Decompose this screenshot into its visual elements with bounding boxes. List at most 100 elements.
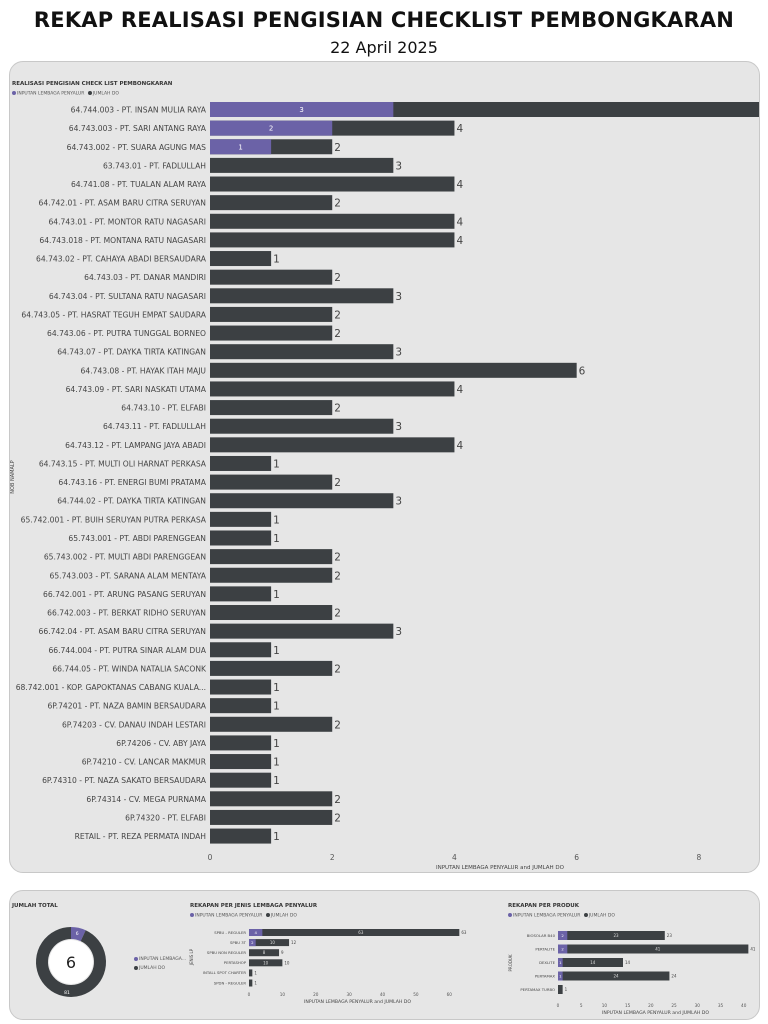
- data-label-jumlah-do: 63: [461, 930, 467, 935]
- category-label: 66.742.003 - PT. BERKAT RIDHO SERUYAN: [47, 609, 206, 618]
- donut-slice: [70, 927, 86, 942]
- bar-jumlah-do: [210, 623, 394, 639]
- category-label: 64.744.02 - PT. DAYKA TIRTA KATINGAN: [57, 497, 206, 506]
- category-label: PERTAMAX: [535, 973, 556, 978]
- bar-jumlah-do: [210, 213, 455, 229]
- data-label-jumlah-do: 1: [273, 254, 280, 266]
- x-tick-label: 30: [695, 1003, 701, 1008]
- data-label-jumlah-do: 2: [334, 719, 341, 731]
- y-axis-title: JENIS LP: [189, 948, 194, 966]
- data-label-jumlah-do: 3: [395, 160, 402, 172]
- bar-inputan: [210, 120, 333, 136]
- data-label-inputan: 2: [561, 933, 564, 938]
- data-label-inputan: 4: [254, 930, 257, 935]
- bar-jumlah-do: [210, 381, 455, 397]
- bar-jumlah-do: [210, 176, 455, 192]
- bar-inputan: [558, 958, 563, 967]
- data-label-jumlah-do: 2: [334, 272, 341, 284]
- category-label: 64.741.08 - PT. TUALAN ALAM RAYA: [71, 180, 207, 189]
- x-tick-label: 20: [313, 992, 319, 997]
- x-tick-label: 0: [557, 1003, 560, 1008]
- x-tick-label: 50: [413, 992, 419, 997]
- total-title: JUMLAH TOTAL: [12, 903, 58, 909]
- data-label-jumlah-do: 2: [334, 812, 341, 824]
- y-axis-title: PRODUK: [508, 954, 513, 971]
- bar-inputan: [249, 929, 263, 936]
- category-label: 68.742.001 - KOP. GAPOKTANAS CABANG KUAL…: [16, 683, 206, 692]
- jenis-lp-title: REKAPAN PER JENIS LEMBAGA PENYALUR: [190, 903, 318, 909]
- main-chart-legend[interactable]: INPUTAN LEMBAGA PENYALUR JUMLAH DO: [12, 91, 119, 97]
- data-label-inputan: 3: [299, 106, 303, 114]
- category-label: SPBU NON REGULER: [207, 950, 246, 955]
- category-label: RETAIL - PT. REZA PERMATA INDAH: [75, 832, 206, 841]
- category-label: SPBU 3T: [230, 940, 247, 945]
- data-label-jumlah-do: 41: [750, 947, 756, 952]
- category-label: INTALL SPOT CHARTER: [203, 970, 246, 975]
- data-label-jumlah-do: 2: [334, 309, 341, 321]
- legend-input-swatch: [134, 956, 138, 961]
- data-label-jumlah-do: 14: [625, 960, 631, 965]
- x-tick-label: 0: [208, 853, 213, 862]
- legend-do-label: JUMLAH DO: [270, 913, 297, 919]
- category-label: 64.744.003 - PT. INSAN MULIA RAYA: [71, 106, 207, 115]
- data-label-jumlah-do: 4: [456, 216, 463, 228]
- category-label: 6P.74310 - PT. NAZA SAKATO BERSAUDARA: [42, 776, 207, 785]
- data-label-jumlah-do: 2: [334, 570, 341, 582]
- data-label-inputan: 2: [251, 940, 254, 945]
- x-tick-label: 40: [380, 992, 386, 997]
- category-label: 64.743.04 - PT. SULTANA RATU NAGASARI: [49, 292, 206, 301]
- data-label-jumlah-do: 3: [395, 626, 402, 638]
- category-label: 64.743.11 - PT. FADLULLAH: [103, 422, 206, 431]
- data-label-jumlah-do-inner: 8: [263, 950, 266, 955]
- bar-jumlah-do: [210, 195, 333, 211]
- jenis-lp-legend[interactable]: INPUTAN LEMBAGA PENYALUR JUMLAH DO: [190, 913, 297, 919]
- bar-jumlah-do: [210, 660, 333, 676]
- donut-center-label: 6: [66, 953, 76, 972]
- data-label-jumlah-do-inner: 14: [590, 960, 596, 965]
- category-label: 64.743.05 - PT. HASRAT TEGUH EMPAT SAUDA…: [21, 310, 206, 319]
- bar-jumlah-do: [210, 325, 333, 341]
- x-tick-label: 0: [248, 992, 251, 997]
- data-label-inputan: 2: [269, 125, 273, 133]
- data-label-jumlah-do: 2: [334, 477, 341, 489]
- bar-jumlah-do: [210, 586, 272, 602]
- data-label-jumlah-do: 6: [579, 365, 586, 377]
- category-label: 64.743.002 - PT. SUARA AGUNG MAS: [67, 143, 207, 152]
- category-label: 66.744.004 - PT. PUTRA SINAR ALAM DUA: [48, 646, 206, 655]
- main-chart-title: REALISASI PENGISIAN CHECK LIST PEMBONGKA…: [12, 81, 173, 87]
- category-label: 64.743.08 - PT. HAYAK ITAH MAJU: [81, 366, 206, 375]
- bar-jumlah-do: [210, 679, 272, 695]
- bar-jumlah-do: [249, 959, 283, 967]
- data-label-jumlah-do: 4: [456, 123, 463, 135]
- category-label: 64.743.06 - PT. PUTRA TUNGGAL BORNEO: [47, 329, 206, 338]
- category-label: 64.743.09 - PT. SARI NASKATI UTAMA: [66, 385, 207, 394]
- data-label-inputan: 1: [238, 143, 242, 151]
- bar-jumlah-do: [210, 530, 272, 546]
- legend-do-label: JUMLAH DO: [139, 966, 166, 971]
- legend-do-swatch: [87, 91, 92, 95]
- category-label: PERTAMAX TURBO: [520, 987, 555, 992]
- category-label: 6P.74314 - CV. MEGA PURNAMA: [86, 795, 206, 804]
- data-label-jumlah-do-inner: 10: [270, 940, 276, 945]
- data-label-jumlah-do: 9: [281, 950, 284, 955]
- bar-jumlah-do: [210, 754, 272, 770]
- data-label-jumlah-do: 2: [334, 142, 341, 154]
- y-axis-title: NOB NAMALP: [10, 460, 16, 493]
- bar-inputan: [558, 971, 563, 981]
- bar-jumlah-do: [210, 362, 577, 378]
- data-label-jumlah-do: 23: [667, 933, 673, 938]
- data-label-jumlah-do-inner: 23: [613, 933, 619, 938]
- bar-jumlah-do: [210, 251, 272, 267]
- data-label-jumlah-do: 24: [671, 974, 677, 979]
- category-label: PERTALITE: [535, 946, 555, 951]
- bar-jumlah-do: [249, 969, 253, 977]
- category-label: BIOSOLAR B40: [527, 933, 556, 938]
- donut-legend[interactable]: INPUTAN LEMBAGA... JUMLAH DO: [134, 955, 186, 973]
- legend-do-label: JUMLAH DO: [92, 91, 119, 97]
- bar-inputan: [210, 139, 272, 155]
- produk-legend[interactable]: INPUTAN LEMBAGA PENYALUR JUMLAH DO: [508, 913, 615, 919]
- data-label-jumlah-do: 1: [273, 645, 280, 657]
- category-label: 65.743.002 - PT. MULTI ABDI PARENGGEAN: [44, 553, 206, 562]
- data-label-jumlah-do: 2: [334, 403, 341, 415]
- bar-jumlah-do: [210, 735, 272, 751]
